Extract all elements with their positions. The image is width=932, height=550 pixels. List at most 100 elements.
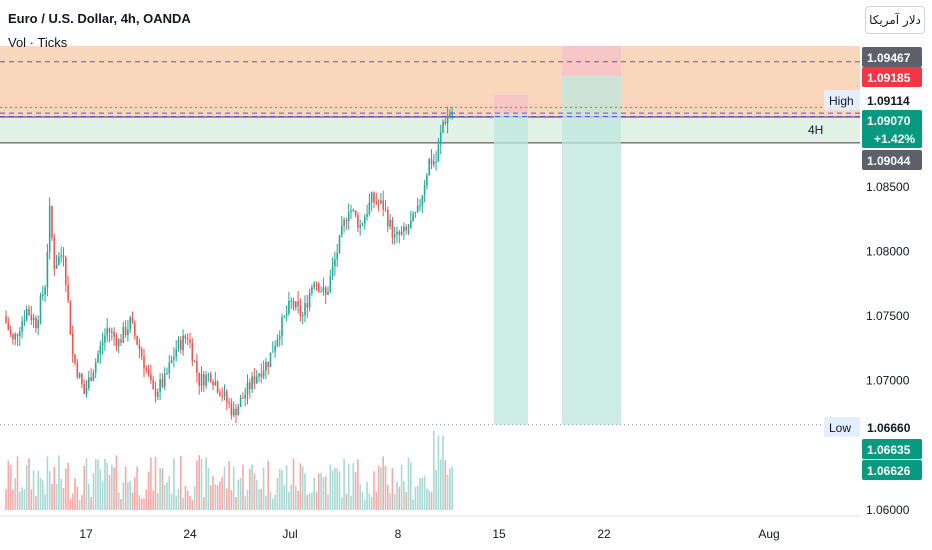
candle-body (150, 374, 152, 380)
candle-body (226, 391, 228, 402)
volume-bar (267, 460, 269, 510)
volume-bar (62, 488, 65, 510)
volume-bar (122, 482, 125, 510)
volume-bar (419, 478, 421, 510)
candle-body (120, 339, 122, 343)
candle-body (278, 336, 281, 340)
candle-body (7, 322, 10, 330)
volume-bar (359, 484, 361, 510)
volume-bar (46, 456, 49, 510)
candle-body (361, 223, 364, 225)
candle-body (69, 300, 72, 335)
candle-body (124, 327, 127, 336)
candle-body (131, 317, 134, 323)
volume-bar (235, 496, 237, 510)
volume-bar (42, 480, 44, 510)
volume-bar (357, 459, 359, 510)
candle-body (173, 356, 175, 360)
candle-body (106, 328, 108, 336)
x-tick-label: 8 (395, 527, 402, 541)
candle-body (207, 374, 210, 376)
volume-bar (396, 481, 398, 510)
candle-body (301, 315, 304, 317)
chart-title: Euro / U.S. Dollar, 4h, OANDA (8, 11, 191, 26)
candle-body (235, 408, 237, 416)
volume-bar (78, 499, 81, 510)
volume-indicator-label[interactable]: Vol · Ticks (8, 35, 68, 50)
volume-bar (239, 477, 242, 510)
price-label-bg (862, 110, 922, 148)
volume-bar (39, 477, 42, 510)
candle-body (127, 329, 129, 336)
volume-bar (191, 499, 194, 510)
volume-bar (269, 491, 272, 510)
symbol-button[interactable]: دلار آمریکا (865, 6, 925, 34)
volume-bar (16, 456, 19, 510)
volume-bar (338, 471, 341, 510)
volume-bar (380, 467, 382, 510)
volume-bar (449, 468, 451, 510)
candle-body (283, 315, 286, 317)
volume-bar (230, 489, 233, 510)
candle-body (246, 382, 249, 395)
volume-bar (306, 494, 309, 510)
volume-bar (138, 495, 141, 510)
candle-body (214, 381, 217, 386)
x-tick-label: 17 (79, 527, 93, 541)
candle-body (393, 234, 396, 238)
volume-bar (99, 469, 102, 510)
candle-body (419, 205, 421, 207)
candle-body (449, 114, 451, 116)
candle-body (92, 372, 95, 381)
candle-body (327, 291, 329, 295)
volume-bar (255, 479, 258, 510)
candle-body (35, 317, 37, 329)
volume-bar (143, 498, 145, 510)
volume-bar (368, 493, 371, 510)
volume-bar (200, 458, 203, 510)
volume-bar (253, 473, 256, 510)
candle-body (354, 210, 357, 216)
volume-bar (60, 478, 62, 510)
volume-bar (232, 467, 235, 510)
candle-body (111, 331, 113, 333)
candle-body (324, 287, 327, 295)
volume-bar (161, 468, 164, 510)
volume-bar (108, 475, 111, 510)
candle-body (451, 113, 453, 115)
candle-body (62, 255, 65, 258)
volume-bar (410, 462, 412, 510)
candle-body (177, 339, 180, 350)
y-tick-label: 1.07000 (866, 374, 910, 388)
volume-bar (30, 489, 33, 510)
candle-body (334, 259, 336, 267)
volume-bar (214, 484, 217, 510)
candle-body (272, 351, 274, 353)
position2-target-box (562, 75, 621, 425)
volume-bar (173, 458, 175, 510)
volume-bar (308, 493, 311, 510)
candle-body (373, 192, 375, 203)
volume-bar (23, 489, 26, 510)
candle-body (113, 331, 115, 337)
volume-bar (414, 486, 417, 510)
candle-body (129, 317, 131, 330)
volume-bar (212, 476, 214, 510)
volume-bar (168, 476, 171, 510)
candle-body (299, 305, 302, 316)
price-tag-label: Low (829, 421, 851, 435)
candle-body (78, 373, 81, 378)
candle-body (350, 210, 352, 213)
candle-body (88, 377, 90, 388)
volume-bar (313, 478, 315, 510)
candle-body (405, 226, 407, 231)
candle-body (290, 300, 292, 302)
volume-bar (375, 491, 378, 510)
candle-body (37, 319, 39, 329)
candle-body (193, 360, 196, 362)
volume-bar (377, 465, 380, 510)
volume-bar (315, 492, 318, 510)
volume-bar (32, 470, 35, 510)
volume-bar (382, 456, 384, 510)
